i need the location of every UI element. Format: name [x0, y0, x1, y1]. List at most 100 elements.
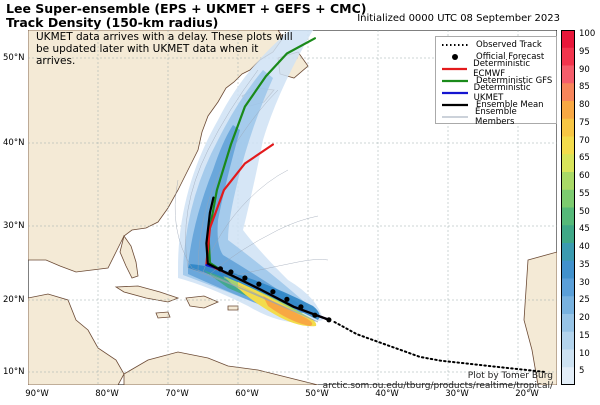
map-title-line1: Lee Super-ensemble (EPS + UKMET + GEFS +… — [6, 1, 367, 16]
legend-symbol-observed — [442, 44, 468, 46]
legend-row-mean: Ensemble Mean — [440, 99, 544, 110]
y-tick-40n: 40°N — [3, 138, 25, 148]
colorbar-swatch — [561, 154, 575, 173]
colorbar-label: 70 — [579, 135, 590, 146]
florida — [119, 235, 139, 279]
official-forecast-point — [284, 296, 290, 302]
colorbar-label: 20 — [579, 313, 590, 323]
y-tick-10n: 10°N — [3, 367, 25, 377]
ukmet-delay-note: UKMET data arrives with a delay. These p… — [36, 31, 293, 67]
legend-row-ecmwf: Deterministic ECMWF — [440, 59, 556, 79]
official-forecast-point — [326, 317, 332, 323]
legend-symbol-members — [442, 116, 468, 118]
legend-row-gfs: Deterministic GFS — [440, 75, 552, 86]
x-tick-90w: 90°W — [25, 389, 49, 399]
colorbar-label: 5 — [579, 366, 585, 377]
colorbar-swatch — [561, 83, 575, 102]
colorbar-swatch — [561, 172, 575, 191]
colorbar-label: 65 — [579, 153, 590, 164]
colorbar-swatch — [561, 243, 575, 262]
x-tick-30w: 30°W — [445, 389, 469, 399]
official-forecast-point — [298, 304, 304, 310]
colorbar-swatch — [561, 331, 575, 350]
legend-row-official: Official Forecast — [440, 51, 544, 62]
colorbar-swatch — [561, 65, 575, 84]
credit-author: Plot by Tomer Burg — [467, 371, 553, 381]
x-tick-80w: 80°W — [95, 389, 119, 399]
legend-symbol-gfs — [442, 79, 468, 83]
hispaniola — [185, 295, 220, 309]
legend-label-observed: Observed Track — [476, 39, 542, 50]
central-america — [28, 293, 125, 385]
colorbar-swatch — [561, 47, 575, 66]
map-title-line2: Track Density (150-km radius) — [6, 15, 219, 30]
y-tick-20n: 20°N — [3, 295, 25, 305]
x-tick-60w: 60°W — [235, 389, 259, 399]
official-forecast-point — [228, 269, 234, 275]
legend-row-members: Ensemble Members — [440, 107, 556, 127]
colorbar-label: 80 — [579, 100, 590, 110]
observed-track-line — [333, 321, 547, 374]
legend-label-mean: Ensemble Mean — [476, 99, 544, 110]
colorbar-label: 75 — [579, 117, 590, 128]
colorbar-label: 15 — [579, 330, 590, 341]
official-forecast-point — [312, 312, 318, 318]
south-america — [123, 351, 319, 385]
colorbar-label: 55 — [579, 188, 590, 199]
colorbar-label: 25 — [579, 295, 590, 306]
colorbar-swatch — [561, 296, 575, 315]
y-tick-30n: 30°N — [3, 221, 25, 231]
ensemble-member-lines — [174, 69, 329, 323]
africa — [523, 251, 557, 385]
colorbar-swatch — [561, 101, 575, 120]
colorbar-swatch — [561, 225, 575, 244]
colorbar-swatch — [561, 136, 575, 155]
puerto-rico — [227, 305, 239, 311]
legend-label-official: Official Forecast — [476, 51, 545, 62]
official-forecast-point — [256, 281, 262, 287]
colorbar-label: 85 — [579, 82, 590, 93]
model-tracks — [205, 37, 547, 374]
legend-label-ecmwf: Deterministic ECMWF — [473, 58, 531, 79]
colorbar-swatch — [561, 314, 575, 333]
legend-label-ukmet: Deterministic UKMET — [473, 82, 531, 103]
legend-label-gfs: Deterministic GFS — [476, 75, 553, 86]
official-forecast-point — [242, 275, 248, 281]
density-colorbar — [561, 30, 575, 385]
colorbar-label: 40 — [579, 242, 590, 252]
colorbar-label: 30 — [579, 277, 590, 288]
colorbar-label: 10 — [579, 348, 590, 359]
legend-row-ukmet: Deterministic UKMET — [440, 83, 556, 103]
colorbar-label: 35 — [579, 259, 590, 270]
x-tick-40w: 40°W — [375, 389, 399, 399]
colorbar-swatch — [561, 207, 575, 226]
legend-row-observed: Observed Track — [440, 39, 542, 50]
legend-symbol-mean — [442, 103, 468, 107]
colorbar-label: 50 — [579, 206, 590, 217]
credit-url: arctic.som.ou.edu/tburg/products/realtim… — [322, 381, 553, 391]
initialization-time: Initialized 0000 UTC 08 September 2023 — [357, 13, 560, 24]
colorbar-label: 100 — [579, 29, 596, 39]
legend-label-members: Ensemble Members — [475, 106, 517, 127]
official-forecast-point — [270, 289, 276, 295]
colorbar-label: 45 — [579, 224, 590, 235]
colorbar-swatch — [561, 118, 575, 137]
x-tick-50w: 50°W — [305, 389, 329, 399]
map-title: Lee Super-ensemble (EPS + UKMET + GEFS +… — [6, 2, 366, 30]
colorbar-swatch — [561, 278, 575, 297]
colorbar-label: 90 — [579, 64, 590, 75]
colorbar-swatch — [561, 260, 575, 279]
colorbar-label: 60 — [579, 171, 590, 181]
colorbar-swatch — [561, 189, 575, 208]
y-tick-50n: 50°N — [3, 53, 25, 63]
jamaica — [155, 311, 171, 319]
ensemble-mean-track-line — [205, 196, 330, 321]
colorbar-swatch — [561, 30, 575, 49]
colorbar-swatch — [561, 367, 575, 385]
map-legend: Observed Track Official Forecast Determi… — [435, 36, 557, 127]
colorbar-swatch — [561, 349, 575, 368]
x-tick-20w: 20°W — [515, 389, 539, 399]
x-tick-70w: 70°W — [165, 389, 189, 399]
official-forecast-point — [217, 266, 223, 272]
legend-symbol-ecmwf — [442, 67, 468, 71]
